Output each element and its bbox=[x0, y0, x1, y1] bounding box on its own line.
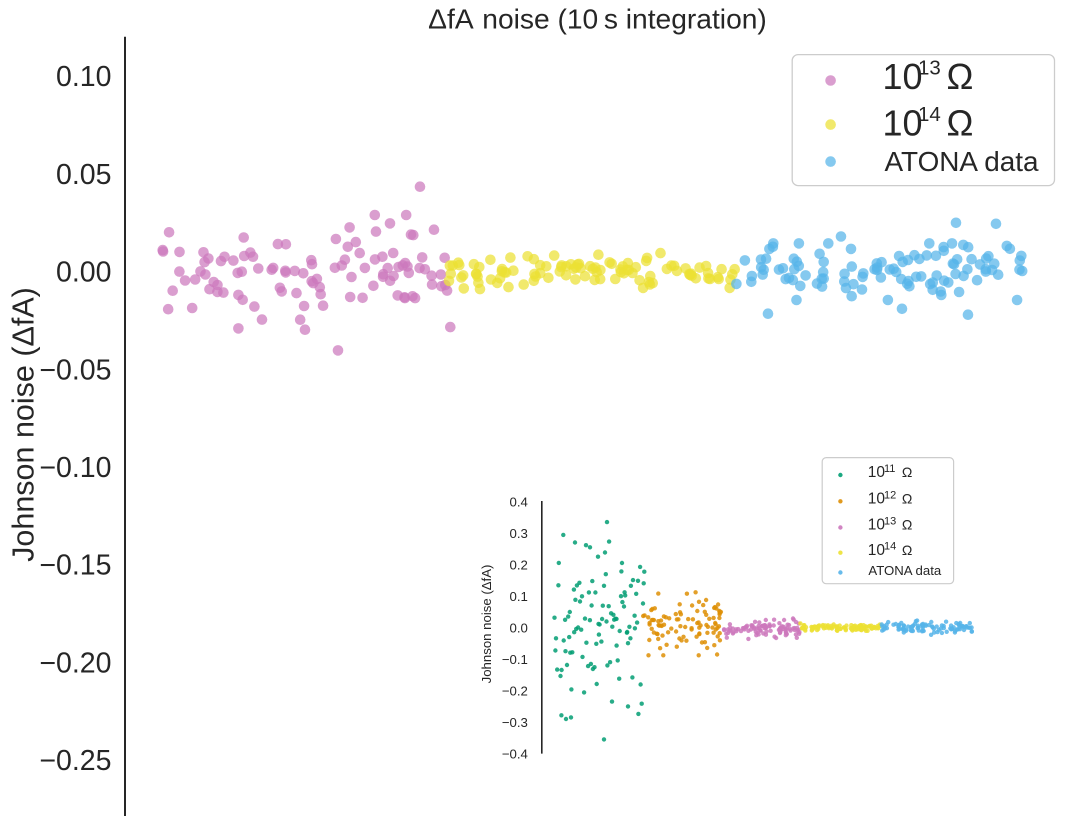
svg-text:Ω: Ω bbox=[947, 103, 974, 144]
svg-text:14: 14 bbox=[884, 541, 896, 553]
svg-text:10: 10 bbox=[868, 464, 886, 481]
svg-text:Johnson noise (ΔfA): Johnson noise (ΔfA) bbox=[7, 287, 41, 562]
svg-text:0.1: 0.1 bbox=[510, 589, 528, 604]
svg-text:−0.25: −0.25 bbox=[39, 745, 111, 777]
svg-text:10: 10 bbox=[868, 490, 886, 507]
svg-text:−0.10: −0.10 bbox=[39, 452, 111, 484]
svg-text:Johnson noise (ΔfA): Johnson noise (ΔfA) bbox=[479, 565, 494, 684]
svg-text:0.4: 0.4 bbox=[510, 494, 528, 509]
svg-text:0.3: 0.3 bbox=[510, 526, 528, 541]
svg-text:Ω: Ω bbox=[947, 56, 974, 97]
svg-text:11: 11 bbox=[884, 463, 895, 475]
svg-text:Ω: Ω bbox=[902, 517, 912, 533]
svg-text:13: 13 bbox=[918, 57, 941, 80]
svg-text:13: 13 bbox=[884, 516, 896, 528]
svg-text:10: 10 bbox=[883, 56, 923, 97]
svg-text:−0.1: −0.1 bbox=[502, 652, 528, 667]
svg-text:−0.2: −0.2 bbox=[502, 683, 528, 698]
svg-text:−0.05: −0.05 bbox=[39, 354, 111, 386]
svg-text:0.05: 0.05 bbox=[56, 159, 111, 191]
svg-text:−0.3: −0.3 bbox=[502, 715, 528, 730]
svg-text:10: 10 bbox=[868, 542, 886, 559]
svg-text:0.10: 0.10 bbox=[56, 61, 111, 93]
svg-text:−0.15: −0.15 bbox=[39, 550, 111, 582]
svg-text:0.2: 0.2 bbox=[510, 557, 528, 572]
svg-text:0.0: 0.0 bbox=[510, 620, 528, 635]
svg-text:Ω: Ω bbox=[902, 542, 912, 558]
svg-text:14: 14 bbox=[918, 103, 941, 126]
svg-text:0.00: 0.00 bbox=[56, 257, 111, 289]
svg-text:10: 10 bbox=[883, 103, 923, 144]
svg-text:−0.20: −0.20 bbox=[39, 647, 111, 679]
svg-text:−0.4: −0.4 bbox=[502, 746, 528, 761]
svg-text:ATONA data: ATONA data bbox=[868, 563, 941, 578]
svg-text:ΔfA noise (10 s integration): ΔfA noise (10 s integration) bbox=[428, 3, 767, 35]
svg-text:12: 12 bbox=[884, 489, 896, 501]
svg-text:Ω: Ω bbox=[902, 490, 912, 506]
svg-text:10: 10 bbox=[868, 517, 886, 534]
svg-text:Ω: Ω bbox=[902, 464, 912, 480]
svg-text:ATONA data: ATONA data bbox=[885, 146, 1039, 177]
